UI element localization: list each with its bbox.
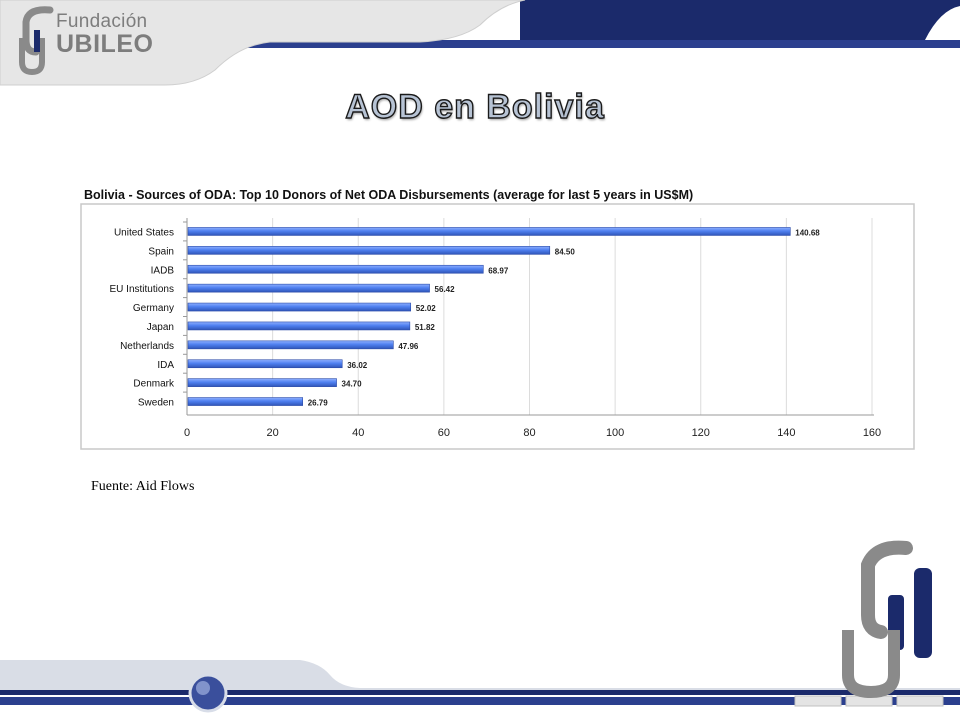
category-label: United States xyxy=(114,227,174,238)
x-tick-label: 100 xyxy=(606,427,624,439)
value-label: 47.96 xyxy=(398,342,419,351)
bar-chart: United States Spain IADB EU Institutions Ger… xyxy=(80,203,915,450)
x-tick-label: 140 xyxy=(777,427,795,439)
x-tick-label: 80 xyxy=(523,427,535,439)
x-tick-label: 20 xyxy=(267,427,279,439)
value-label: 84.50 xyxy=(555,247,576,256)
footer-banner xyxy=(0,660,960,720)
logo-wordmark: Fundación UBILEO xyxy=(56,11,154,58)
bar xyxy=(187,283,430,293)
footer-navy-line xyxy=(0,690,960,695)
value-label: 140.68 xyxy=(795,228,820,237)
footer-tab-3 xyxy=(896,695,944,707)
category-label: Netherlands xyxy=(120,341,174,352)
slide-title: AOD en Bolivia xyxy=(344,87,605,126)
header-logo-panel xyxy=(0,0,526,86)
chart-title: Bolivia - Sources of ODA: Top 10 Donors … xyxy=(84,188,694,202)
bar xyxy=(187,378,337,387)
jubileo-large-logo-icon xyxy=(842,540,932,699)
category-label: Japan xyxy=(147,322,174,333)
header-banner xyxy=(0,0,960,86)
category-label: Sweden xyxy=(138,398,174,409)
bar xyxy=(187,302,412,312)
x-tick-label: 160 xyxy=(863,427,881,439)
footer-gray-band xyxy=(0,660,960,690)
bar xyxy=(187,227,791,236)
logo-line-1: Fundación xyxy=(56,11,148,32)
value-label: 26.79 xyxy=(308,399,329,408)
bar xyxy=(187,359,343,369)
value-labels: 140.68 84.50 68.97 56.42 52.02 51.82 47.96 36.0… xyxy=(308,228,821,407)
category-label: EU Institutions xyxy=(110,284,174,295)
x-tick-labels: 0 20 40 60 80 100 120 140 160 xyxy=(184,427,881,439)
category-label: IDA xyxy=(157,360,174,371)
value-label: 52.02 xyxy=(416,304,437,313)
header-navy-bar xyxy=(520,0,960,40)
x-tick-label: 40 xyxy=(352,427,364,439)
source-note: Fuente: Aid Flows xyxy=(91,479,195,494)
footer-tab-1 xyxy=(794,695,842,707)
bar xyxy=(187,397,303,406)
category-labels: United States Spain IADB EU Institutions Ger… xyxy=(110,221,187,409)
category-label: IADB xyxy=(151,265,175,276)
bar xyxy=(187,264,484,274)
footer-orb-icon xyxy=(188,673,228,713)
value-label: 36.02 xyxy=(347,361,368,370)
x-tick-label: 120 xyxy=(692,427,710,439)
bar xyxy=(187,321,411,331)
jubileo-logo-icon xyxy=(19,6,54,76)
category-label: Spain xyxy=(148,246,174,257)
logo-line-2: UBILEO xyxy=(56,30,154,58)
x-tick-label: 60 xyxy=(438,427,450,439)
value-label: 51.82 xyxy=(415,323,436,332)
bars xyxy=(187,227,791,406)
x-tick-label: 0 xyxy=(184,427,190,439)
category-label: Denmark xyxy=(133,379,175,390)
value-label: 34.70 xyxy=(342,380,363,389)
value-label: 68.97 xyxy=(488,266,509,275)
value-label: 56.42 xyxy=(435,285,456,294)
bar xyxy=(187,340,394,350)
category-label: Germany xyxy=(133,303,174,314)
bar xyxy=(187,246,551,255)
